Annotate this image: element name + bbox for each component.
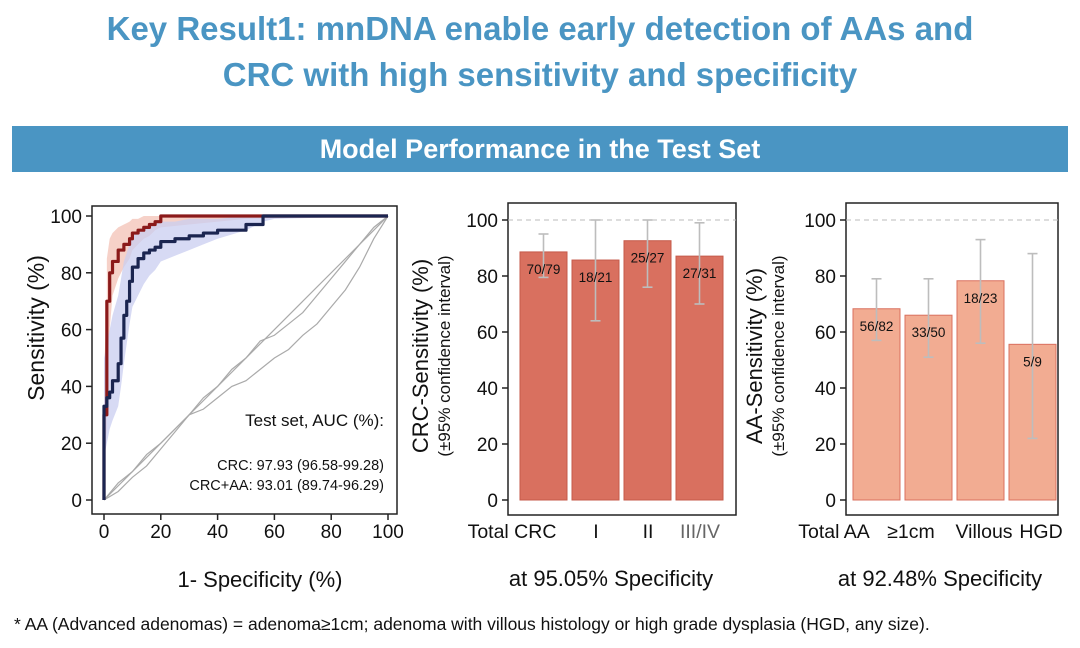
roc-y-tick-label: 20 xyxy=(61,434,82,455)
crc-x-axis-label: at 95.05% Specificity xyxy=(509,566,713,591)
aa-y-tick-label: 40 xyxy=(815,379,836,400)
crc-bar xyxy=(519,251,568,501)
roc-line-diagonal xyxy=(103,215,389,501)
crc-category-label: III/IV xyxy=(680,521,720,543)
crc-y-tick-label: 80 xyxy=(477,267,498,288)
roc-band-crc-aa xyxy=(104,216,388,500)
roc-auc-crc-aa: CRC+AA: 93.01 (89.74-96.29) xyxy=(189,478,384,494)
crc-data-label: 27/31 xyxy=(683,266,717,281)
roc-auc-crc: CRC: 97.93 (96.58-99.28) xyxy=(217,458,384,474)
crc-y-axis-label: CRC-Sensitivity (%) xyxy=(408,259,433,453)
roc-x-tick-label: 80 xyxy=(321,522,342,543)
aa-y-axis-sublabel: (±95% confidence interval) xyxy=(769,255,788,456)
crc-category-label: I xyxy=(593,521,598,543)
roc-y-tick-label: 80 xyxy=(61,264,82,285)
aa-y-tick-label: 100 xyxy=(804,211,836,232)
aa-category-label: Villous xyxy=(955,521,1012,543)
roc-line-crc-aa xyxy=(102,214,388,500)
crc-data-label: 18/21 xyxy=(579,270,613,285)
crc-data-label: 25/27 xyxy=(631,251,665,266)
roc-y-tick-label: 60 xyxy=(61,321,82,342)
roc-x-tick-label: 40 xyxy=(207,522,228,543)
aa-category-label: Total AA xyxy=(798,521,870,543)
section-banner: Model Performance in the Test Set xyxy=(12,126,1068,172)
page-title: Key Result1: mnDNA enable early detectio… xyxy=(0,6,1080,98)
roc-line-crc xyxy=(102,214,388,500)
crc-y-tick-label: 60 xyxy=(477,323,498,344)
title-line-1: Key Result1: mnDNA enable early detectio… xyxy=(106,10,974,47)
aa-y-tick-label: 20 xyxy=(815,435,836,456)
crc-y-tick-label: 100 xyxy=(466,211,498,232)
footnote: * AA (Advanced adenomas) = adenoma≥1cm; … xyxy=(14,614,930,634)
crc-y-tick-label: 20 xyxy=(477,435,498,456)
crc-category-label: Total CRC xyxy=(468,521,557,543)
aa-y-tick-label: 80 xyxy=(815,267,836,288)
aa-y-tick-label: 0 xyxy=(825,491,836,512)
roc-x-tick-label: 20 xyxy=(150,522,171,543)
aa-data-label: 5/9 xyxy=(1023,354,1042,369)
crc-y-axis-sublabel: (±95% confidence interval) xyxy=(435,255,454,456)
roc-x-tick-label: 60 xyxy=(264,522,285,543)
aa-y-axis-label: AA-Sensitivity (%) xyxy=(742,268,767,444)
roc-plot-frame xyxy=(91,205,398,515)
roc-y-axis-label: Sensitivity (%) xyxy=(23,255,49,401)
crc-category-label: II xyxy=(643,521,654,543)
aa-x-axis-label: at 92.48% Specificity xyxy=(838,566,1042,591)
roc-y-tick-label: 0 xyxy=(71,491,82,512)
aa-category-label: ≥1cm xyxy=(887,521,935,543)
crc-data-label: 70/79 xyxy=(527,262,561,277)
aa-y-tick-label: 60 xyxy=(815,323,836,344)
crc-y-tick-label: 40 xyxy=(477,379,498,400)
title-line-2: CRC with high sensitivity and specificit… xyxy=(222,56,858,93)
roc-x-tick-label: 100 xyxy=(372,522,404,543)
roc-y-tick-label: 100 xyxy=(50,207,82,228)
aa-data-label: 56/82 xyxy=(860,319,894,334)
roc-y-tick-label: 40 xyxy=(61,377,82,398)
aa-plot-frame xyxy=(845,202,1059,516)
crc-y-tick-label: 0 xyxy=(487,491,498,512)
aa-data-label: 18/23 xyxy=(964,291,998,306)
roc-x-tick-label: 0 xyxy=(99,522,110,543)
crc-plot-frame xyxy=(507,202,737,516)
aa-category-label: HGD xyxy=(1019,521,1062,543)
aa-bar xyxy=(852,308,901,501)
roc-x-axis-label: 1- Specificity (%) xyxy=(177,567,342,592)
aa-data-label: 33/50 xyxy=(912,325,946,340)
roc-legend-title: Test set, AUC (%): xyxy=(245,411,384,430)
roc-line-random-1 xyxy=(103,215,389,501)
